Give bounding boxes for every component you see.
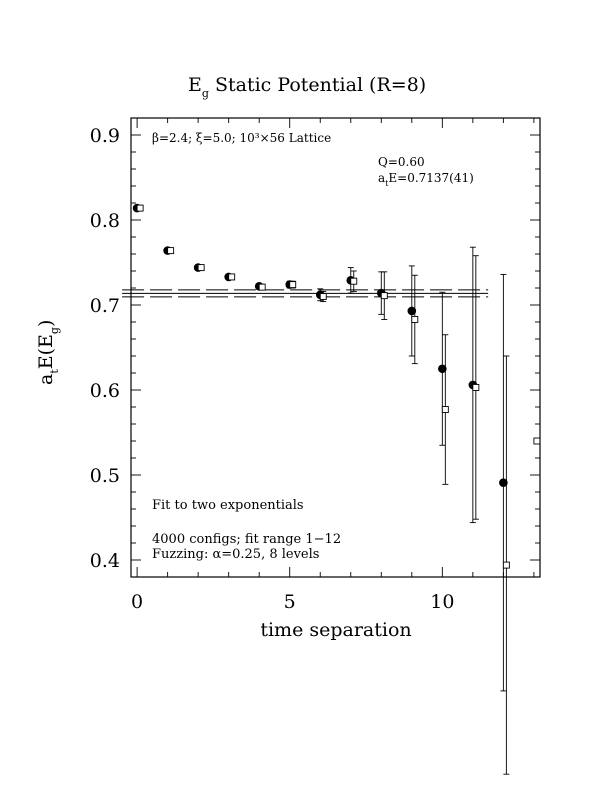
chart-title: Eg Static Potential (R=8) xyxy=(188,74,426,100)
data-point-circle xyxy=(438,364,447,374)
data-point-square xyxy=(472,384,480,391)
data-point-square xyxy=(350,277,358,285)
lattice-annotation: β=2.4; ξ=5.0; 10³×56 Lattice xyxy=(152,131,331,145)
y-tick-label: 0.9 xyxy=(90,125,120,147)
y-axis-label-g: g xyxy=(48,327,61,334)
data-point-square xyxy=(289,281,297,289)
data-point-circle xyxy=(407,306,417,316)
y-tick-label: 0.5 xyxy=(90,465,120,487)
y-tick-label: 0.6 xyxy=(90,380,120,402)
chart-title-rest: Static Potential (R=8) xyxy=(209,74,426,96)
y-axis-label-a: a xyxy=(35,374,57,385)
y-tick-label: 0.8 xyxy=(90,210,120,232)
axis-ticks xyxy=(131,117,540,578)
y-tick-label: 0.4 xyxy=(90,550,120,572)
x-tick-label: 0 xyxy=(131,591,143,613)
x-tick-label: 10 xyxy=(430,591,454,613)
data-point-square xyxy=(411,316,419,323)
data-point-circle xyxy=(499,478,508,487)
data-point-square xyxy=(380,292,388,300)
data-point-square xyxy=(136,204,144,212)
data-point-square xyxy=(228,273,236,281)
x-axis-label: time separation xyxy=(260,619,411,641)
ate-annotation: atE=0.7137(41) xyxy=(378,171,474,188)
chart-title-sub: g xyxy=(202,87,209,100)
data-point-square xyxy=(258,283,266,291)
fit-annotation: Fit to two exponentials xyxy=(152,498,304,513)
configs-annotation: 4000 configs; fit range 1−12 xyxy=(152,532,341,547)
y-tick-label: 0.7 xyxy=(90,295,120,317)
x-tick-label: 5 xyxy=(284,591,296,613)
ate-annotation-val: E=0.7137(41) xyxy=(388,171,473,185)
data-marks xyxy=(132,203,541,775)
plot-frame xyxy=(130,117,541,578)
fuzzing-annotation: Fuzzing: α=0.25, 8 levels xyxy=(152,547,319,562)
data-point-square xyxy=(502,561,510,569)
axis-tick-labels: 0 5 10 0.4 0.5 0.6 0.7 0.8 0.9 xyxy=(90,125,455,613)
data-point-square xyxy=(533,437,541,445)
data-point-square xyxy=(167,247,175,255)
y-axis-label-t: t xyxy=(48,369,61,374)
data-point-square xyxy=(197,264,205,272)
chart-title-main: E xyxy=(188,74,202,96)
data-point-square xyxy=(319,293,327,300)
y-axis-label: atE(Eg) xyxy=(35,320,61,385)
y-axis-label-mid: E(E xyxy=(35,334,57,369)
ate-annotation-a: a xyxy=(378,171,385,185)
q-annotation: Q=0.60 xyxy=(378,155,425,169)
y-axis-label-end: ) xyxy=(35,320,57,327)
ate-annotation-t: t xyxy=(385,179,389,188)
data-point-square xyxy=(441,406,449,413)
fit-band xyxy=(122,289,489,298)
